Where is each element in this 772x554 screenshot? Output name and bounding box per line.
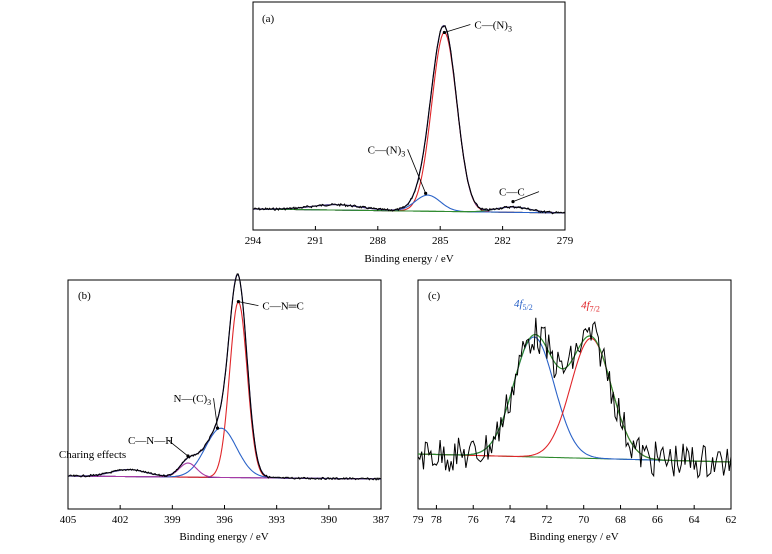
panel-b-ticks: 405 402 399 396 393 390 387 (60, 505, 390, 526)
x-tick-label: 68 (615, 514, 627, 526)
x-tick-label: 70 (578, 514, 590, 526)
x-tick-label: 79 (413, 514, 425, 526)
panel-a-label: (a) (262, 13, 275, 25)
panel-a-ticks: 294 291 288 285 282 279 (245, 226, 574, 247)
annotation-marker (511, 199, 515, 204)
annotation-marker (186, 454, 190, 458)
fit-envelope (253, 24, 566, 214)
annotation-marker (424, 191, 428, 195)
x-tick-label: 74 (505, 514, 517, 526)
x-tick-label: 288 (370, 235, 387, 247)
x-tick-label: 66 (652, 514, 664, 526)
x-tick-label: 76 (468, 514, 480, 526)
raw-spectrum (252, 25, 566, 215)
panel-b-label: (b) (78, 290, 91, 302)
panel-a-annotations: C—(N)3 C—(N)3 C—C (368, 19, 540, 204)
panel-a-frame (252, 1, 566, 231)
annotation-leader (167, 439, 189, 457)
panel-c-ticks: 79 78 76 74 72 70 68 66 64 62 (413, 505, 737, 526)
annotation-leader (444, 24, 471, 33)
annotation-leader (407, 149, 427, 194)
x-tick-label: 64 (689, 514, 701, 526)
raw-spectrum (67, 273, 382, 481)
panel-b-frame (67, 279, 382, 510)
x-tick-label: 396 (216, 514, 233, 526)
annotation-marker (442, 30, 446, 35)
annotation-leader (512, 191, 540, 202)
panel-a-xlabel: Binding energy / eV (364, 253, 453, 265)
annotation-label: C—N—H (128, 435, 173, 447)
x-tick-label: 399 (164, 514, 181, 526)
panel-b-curves (67, 273, 382, 481)
panel-a: (a) Binding energy / eV 294 291 288 285 282 2… (245, 1, 574, 265)
panel-c-label: (c) (428, 290, 441, 302)
panel-c-frame (417, 279, 732, 510)
x-tick-label: 387 (373, 514, 390, 526)
annotation-leader (238, 301, 259, 307)
x-tick-label: 279 (557, 235, 574, 247)
panel-c-annotations: 4f5/2 4f7/2 (514, 298, 600, 313)
panel-a-curves (252, 24, 566, 215)
x-tick-label: 78 (431, 514, 443, 526)
annotation-marker (215, 426, 220, 430)
annotation-leader (213, 398, 218, 429)
panel-c: (c) Binding energy / eV 79 78 76 74 72 70 68 66… (413, 279, 737, 543)
x-tick-label: 62 (726, 514, 737, 526)
raw-spectrum (417, 317, 732, 479)
annotation-label: 4f5/2 (514, 298, 533, 312)
x-tick-label: 282 (494, 235, 511, 247)
annotation-label: C—(N)3 (474, 19, 512, 33)
x-tick-label: 405 (60, 514, 77, 526)
x-tick-label: 285 (432, 235, 449, 247)
annotation-label: 4f7/2 (581, 299, 600, 313)
panel-c-xlabel: Binding energy / eV (529, 531, 618, 543)
panel-c-curves (417, 317, 732, 479)
annotation-label: C—(N)3 (368, 144, 406, 158)
annotation-label: C—C (499, 187, 525, 199)
x-tick-label: 291 (307, 235, 324, 247)
x-tick-label: 294 (245, 235, 262, 247)
panel-b-xlabel: Binding energy / eV (179, 531, 268, 543)
annotation-marker (236, 300, 241, 304)
panel-b: (b) Binding energy / eV 405 402 399 396 393 3… (59, 273, 390, 543)
x-tick-label: 72 (541, 514, 552, 526)
annotation-label: C—N═C (262, 301, 303, 313)
x-tick-label: 393 (268, 514, 285, 526)
annotation-label: Charing effects (59, 449, 126, 461)
annotation-label: N—(C)3 (174, 393, 212, 407)
x-tick-label: 402 (112, 514, 129, 526)
x-tick-label: 390 (321, 514, 338, 526)
